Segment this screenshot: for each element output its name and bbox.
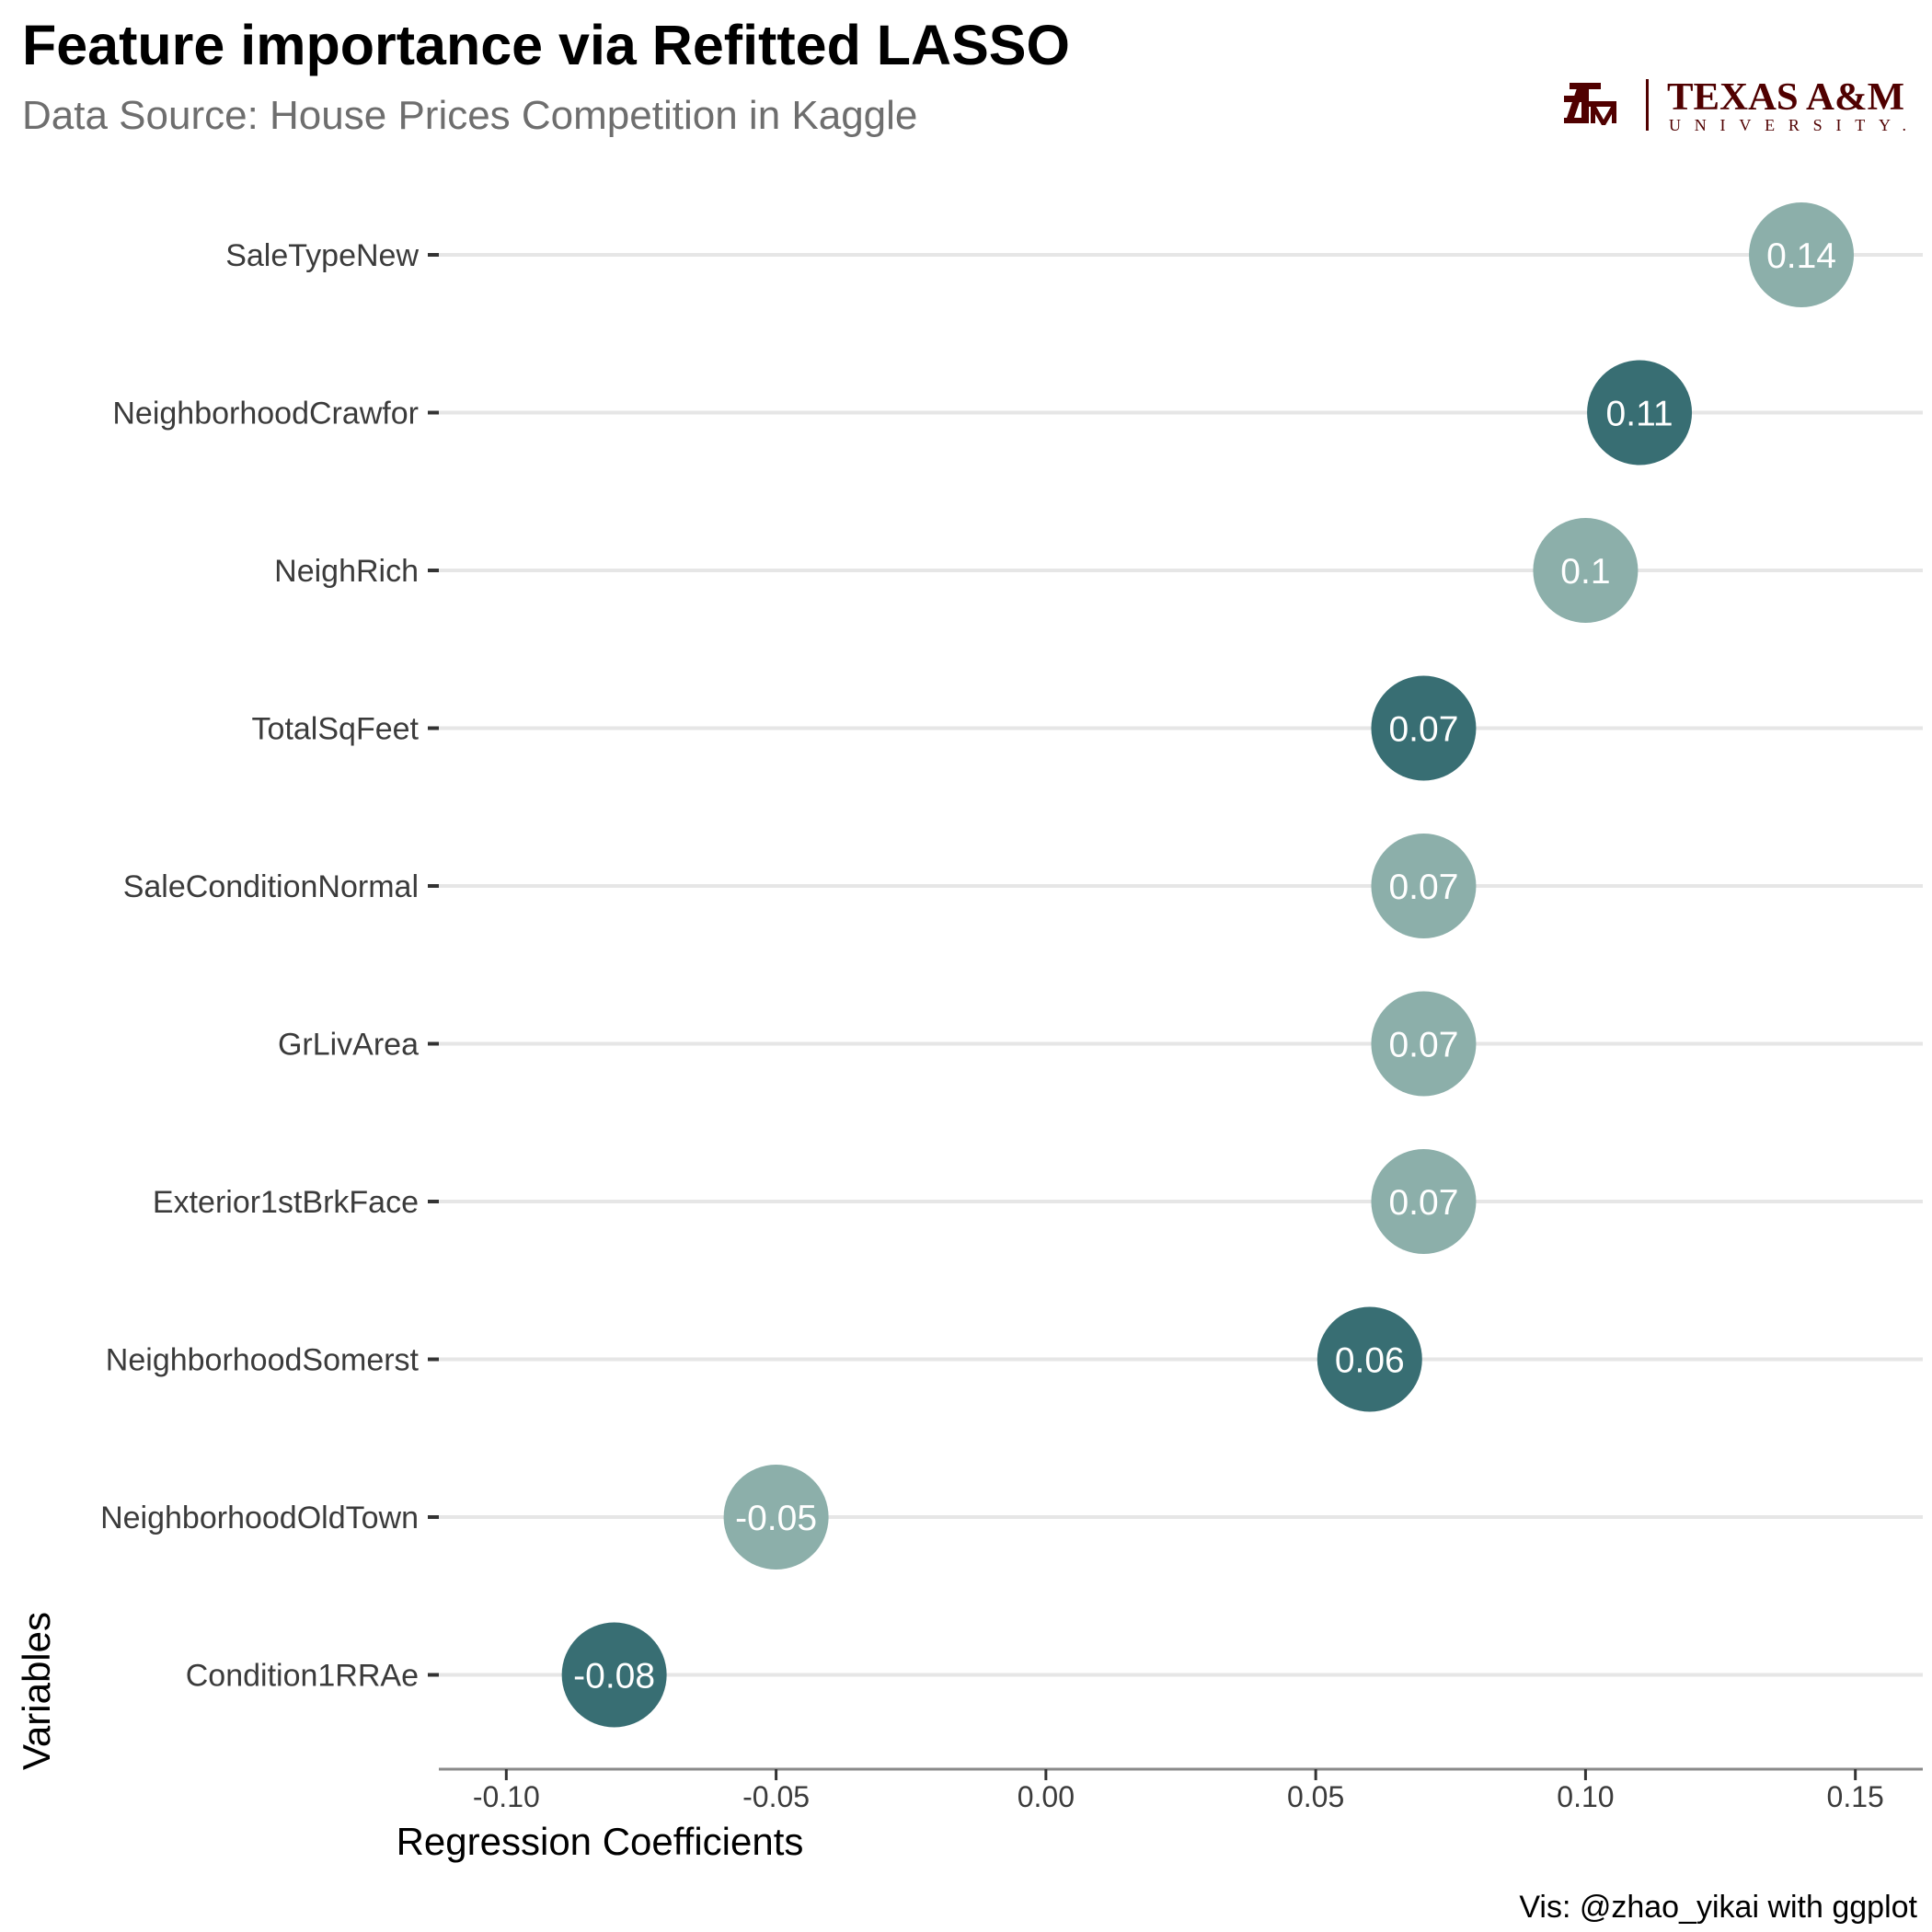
logo-divider: [1646, 79, 1649, 131]
y-axis-title: Variables: [15, 1612, 58, 1770]
data-point: [1533, 518, 1639, 623]
data-label: 0.07: [1388, 1183, 1458, 1223]
y-tick-label: SaleTypeNew: [225, 238, 419, 273]
data-label: 0.14: [1766, 236, 1836, 276]
x-axis-title: Regression Coefficients: [397, 1820, 804, 1863]
y-tick-label: SaleConditionNormal: [123, 869, 419, 904]
logo-wordmark: TEXAS A&M: [1667, 76, 1904, 119]
university-logo: TEXAS A&M UNIVERSITY.: [1564, 76, 1906, 134]
data-label: 0.07: [1388, 868, 1458, 907]
x-tick-label: 0.05: [1287, 1780, 1344, 1813]
data-label: 0.06: [1335, 1341, 1405, 1381]
y-tick-label: Exterior1stBrkFace: [153, 1185, 419, 1220]
data-point: [1749, 202, 1855, 307]
chart-caption: Vis: @zhao_yikai with ggplot: [1519, 1890, 1917, 1925]
data-label: 0.11: [1606, 395, 1673, 434]
y-tick-label: TotalSqFeet: [252, 712, 420, 747]
chart-subtitle: Data Source: House Prices Competition in…: [22, 93, 917, 138]
x-tick-label: 0.10: [1557, 1780, 1614, 1813]
data-point: [1587, 360, 1693, 466]
y-tick-label: Condition1RRAe: [186, 1659, 419, 1694]
x-axis: -0.10 -0.05 0.00 0.05 0.10 0.15: [439, 1767, 1923, 1813]
data-label: 0.07: [1388, 710, 1458, 750]
atm-monogram-icon: [1564, 83, 1616, 125]
y-axis: SaleTypeNew NeighborhoodCrawfor NeighRich T…: [100, 238, 439, 1694]
data-point: [1317, 1306, 1422, 1412]
data-point: [1371, 1149, 1477, 1254]
data-point: [1371, 675, 1477, 781]
data-label: -0.08: [573, 1657, 655, 1696]
data-label: 0.1: [1560, 552, 1610, 592]
data-point: [1371, 991, 1477, 1097]
y-tick-label: NeighborhoodSomerst: [106, 1343, 420, 1378]
data-label: 0.07: [1388, 1026, 1458, 1065]
data-points: 0.14 0.11 0.1 0.07 0.07 0.07 0.07 0.06 -0.05 -0.0…: [561, 202, 1855, 1728]
y-tick-label: NeighborhoodCrawfor: [112, 397, 419, 431]
logo-subtext: UNIVERSITY.: [1669, 116, 1906, 134]
data-point: [1371, 834, 1477, 938]
data-point: [723, 1465, 829, 1570]
data-label: -0.05: [735, 1499, 817, 1538]
y-tick-label: NeighRich: [274, 554, 419, 589]
x-tick-label: -0.05: [742, 1780, 810, 1813]
gridlines: [439, 253, 1923, 1677]
y-tick-label: NeighborhoodOldTown: [100, 1501, 419, 1535]
x-tick-label: -0.10: [473, 1780, 540, 1813]
x-tick-label: 0.00: [1018, 1780, 1075, 1813]
chart-title: Feature importance via Refitted LASSO: [22, 14, 1070, 76]
data-point: [561, 1622, 667, 1728]
x-tick-label: 0.15: [1827, 1780, 1884, 1813]
y-tick-label: GrLivArea: [278, 1028, 419, 1063]
